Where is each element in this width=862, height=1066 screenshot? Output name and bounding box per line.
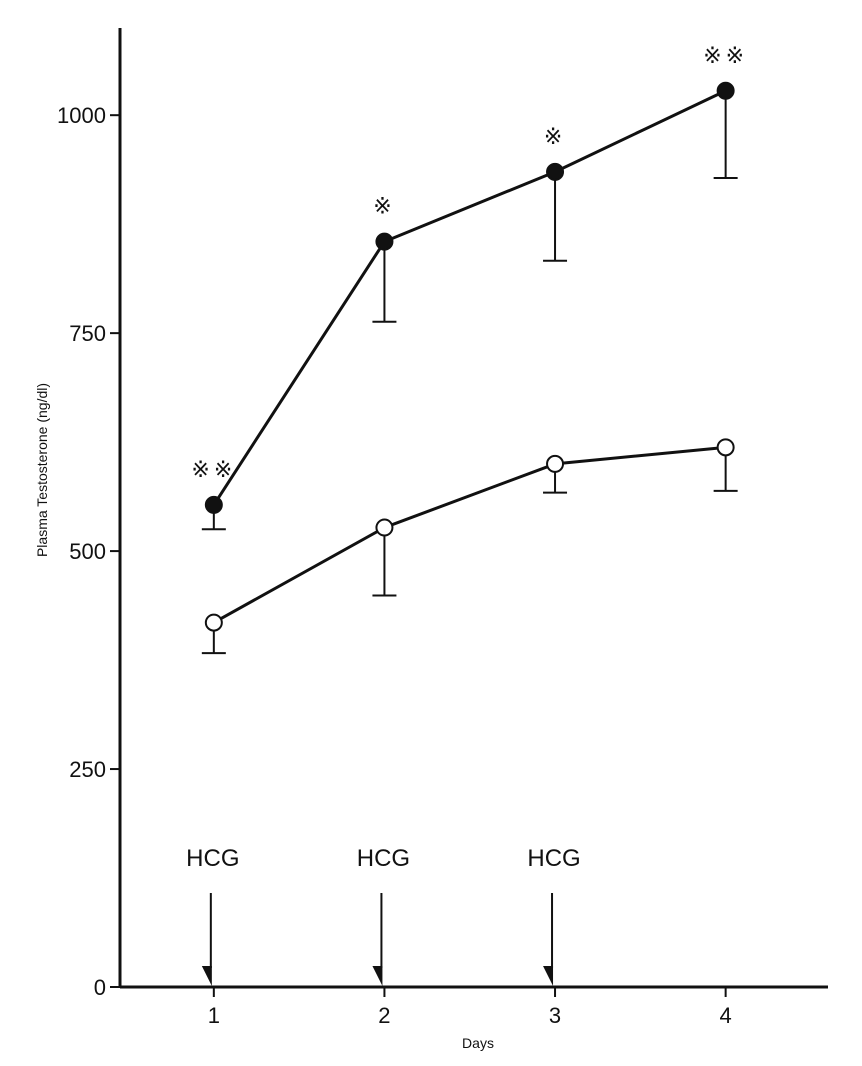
filled-point xyxy=(375,232,394,251)
x-tick-label: 2 xyxy=(378,1003,390,1028)
x-tick-label: 3 xyxy=(549,1003,561,1028)
error-bars xyxy=(201,90,738,655)
hcg-label: HCG xyxy=(527,845,580,872)
significance-marker: ※ xyxy=(373,195,395,220)
y-tick-label: 250 xyxy=(69,757,106,782)
x-tick-label: 4 xyxy=(720,1003,732,1028)
y-tick-label: 1000 xyxy=(57,103,106,128)
filled-series-line xyxy=(212,89,727,506)
filled-point xyxy=(716,81,735,100)
significance-marker: ※ xyxy=(544,125,566,150)
hcg-arrow-head xyxy=(372,966,383,986)
open-point xyxy=(716,438,735,457)
data-points xyxy=(204,81,735,632)
hcg-arrow-head xyxy=(201,966,212,986)
open-point xyxy=(546,454,565,473)
y-tick-label: 0 xyxy=(94,975,106,1000)
hcg-label: HCG xyxy=(186,845,239,872)
open-point xyxy=(375,518,394,537)
axis-ticks: 0 250 500 750 1000 1 2 3 4 xyxy=(57,103,732,1028)
x-axis-title: Days xyxy=(462,1035,494,1051)
y-tick-label: 500 xyxy=(69,539,106,564)
hcg-label: HCG xyxy=(357,845,410,872)
filled-point xyxy=(546,162,565,181)
y-axis-title: Plasma Testosterone (ng/dl) xyxy=(34,383,50,557)
y-tick-label: 750 xyxy=(69,321,106,346)
open-series-line xyxy=(213,445,726,624)
significance-marker: ※※ xyxy=(703,44,748,69)
axes xyxy=(118,28,828,989)
open-point xyxy=(204,613,223,632)
significance-markers: ※※※※※※ xyxy=(191,44,748,483)
significance-marker: ※※ xyxy=(191,458,236,483)
series-lines xyxy=(212,89,727,624)
x-tick-label: 1 xyxy=(208,1003,220,1028)
hcg-annotations: HCG HCG HCG xyxy=(186,845,581,986)
filled-point xyxy=(204,495,223,514)
hcg-arrow-head xyxy=(543,966,554,986)
